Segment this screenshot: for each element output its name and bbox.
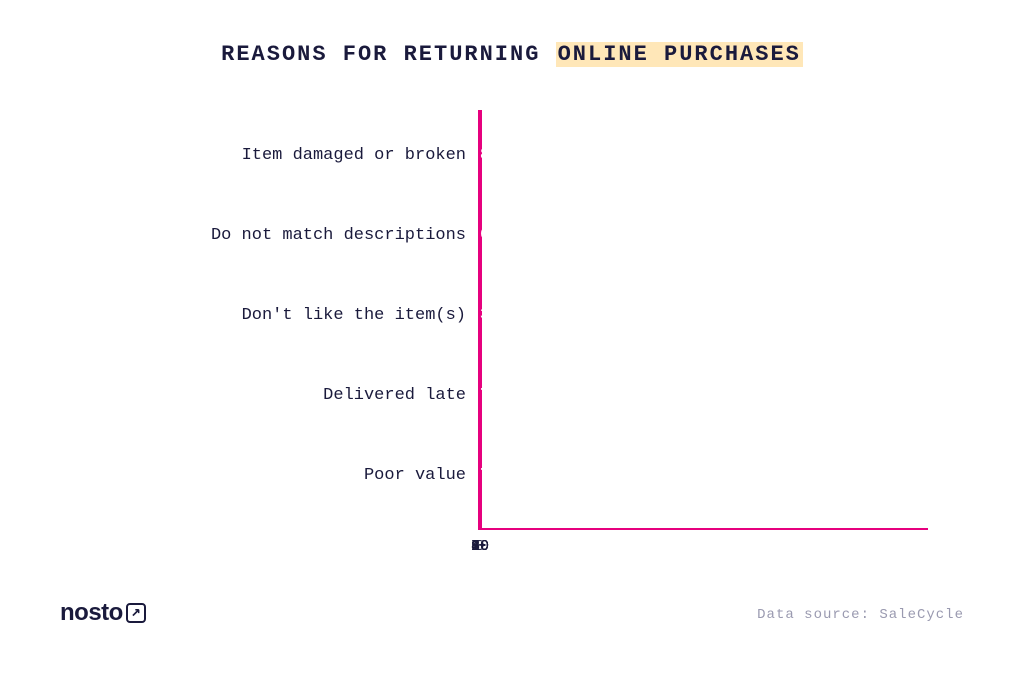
y-axis-label: Poor value [364, 450, 480, 500]
bar-value-label: 7% [480, 386, 500, 405]
bar-value-label: 64.2% [480, 226, 531, 245]
x-axis-tick: 90 [471, 528, 489, 555]
bar-value-label: 37.2% [480, 306, 531, 325]
bar-value-label: 7.5% [480, 466, 521, 485]
bar-value-label: 80.2% [480, 146, 531, 165]
y-axis-label: Don't like the item(s) [242, 290, 480, 340]
arrow-box-icon: ↗ [126, 603, 146, 623]
data-source: Data source: SaleCycle [757, 607, 964, 623]
brand-logo: nosto ↗ [60, 599, 146, 627]
title-highlight: ONLINE PURCHASES [556, 42, 803, 67]
y-axis-label: Do not match descriptions [211, 210, 480, 260]
y-axis-label: Item damaged or broken [242, 130, 480, 180]
chart-title: REASONS FOR RETURNING ONLINE PURCHASES [0, 42, 1024, 67]
bar-chart: 80.2%Item damaged or broken64.2%Do not m… [478, 110, 928, 530]
y-axis-label: Delivered late [323, 370, 480, 420]
title-text: REASONS FOR RETURNING ONLINE PURCHASES [221, 42, 803, 67]
arrow-icon: ↗ [131, 604, 141, 620]
logo-text: nosto [60, 599, 123, 627]
title-prefix: REASONS FOR RETURNING [221, 42, 555, 67]
